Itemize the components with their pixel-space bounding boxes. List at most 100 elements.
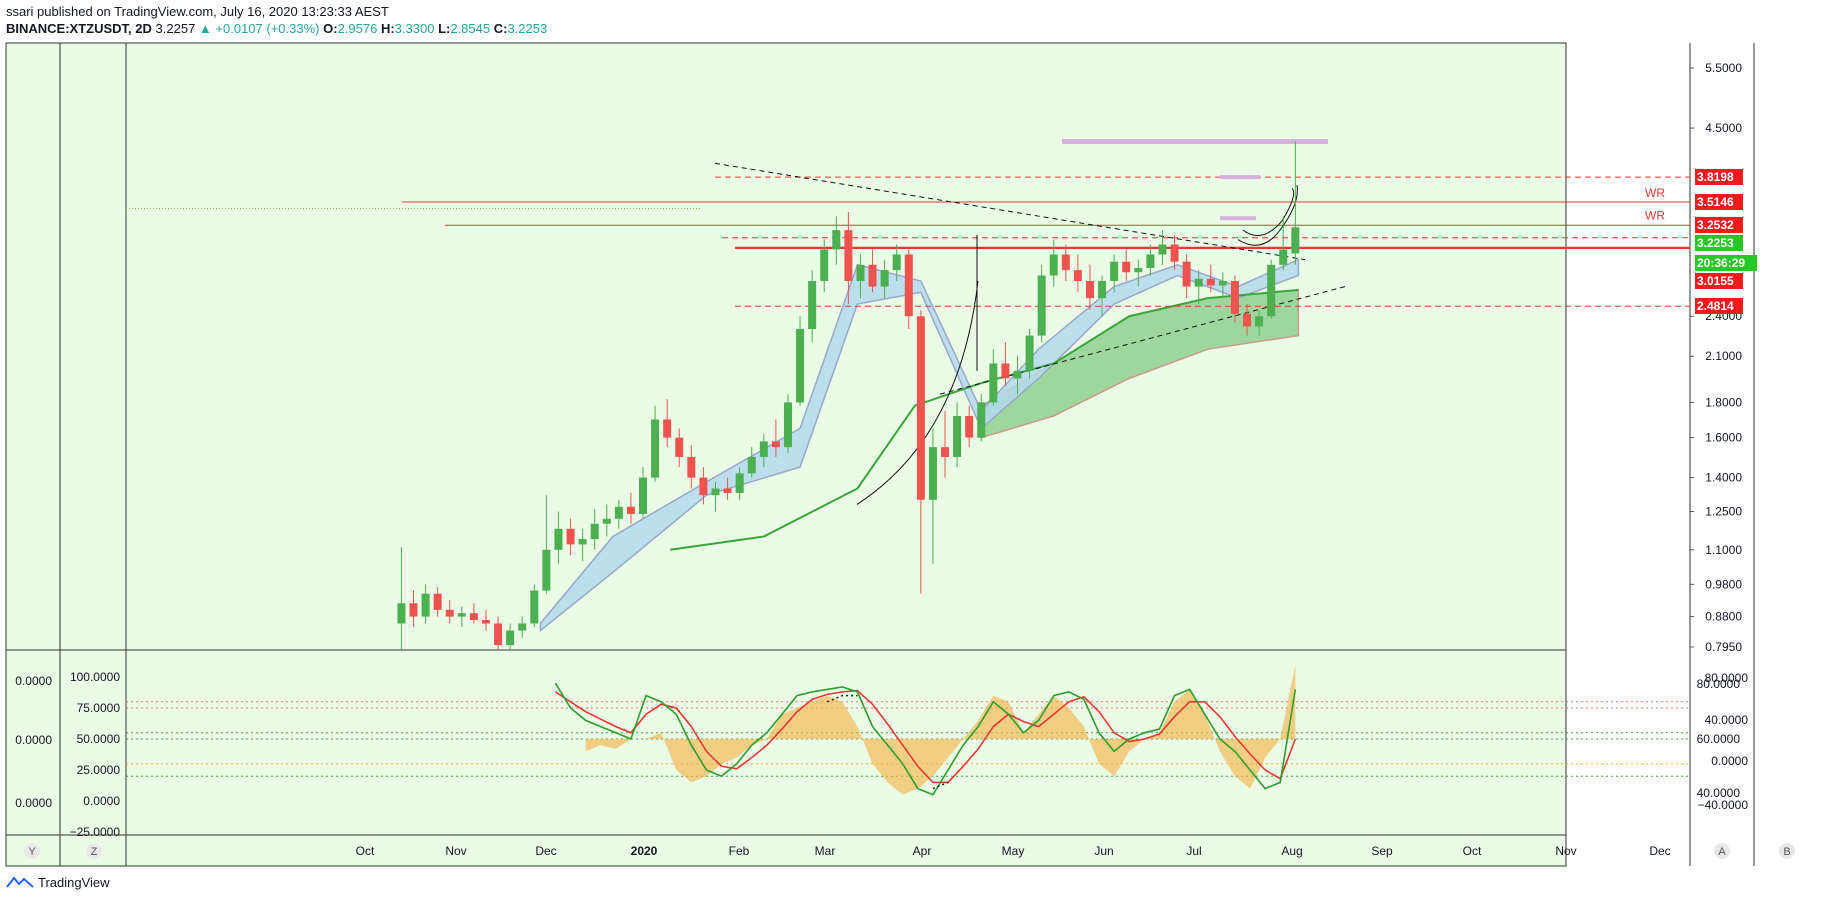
time-tick-2: Dec bbox=[535, 844, 556, 858]
osc-outer-left-tick-0: 0.0000 bbox=[15, 674, 52, 688]
price-tick-4: 1.8000 bbox=[1705, 395, 1742, 409]
scale-button-0[interactable]: Y bbox=[28, 846, 36, 858]
osc-right-tick-2: 0.0000 bbox=[1711, 754, 1748, 768]
curve-support bbox=[856, 280, 979, 505]
open-label: O: bbox=[323, 21, 338, 36]
candle-body-0 bbox=[397, 603, 406, 624]
candle-body-62 bbox=[1146, 254, 1155, 268]
candle-body-49 bbox=[989, 363, 998, 403]
price-tick-6: 1.4000 bbox=[1705, 471, 1742, 485]
scale-button-3[interactable]: B bbox=[1783, 846, 1790, 858]
candle-body-51 bbox=[1013, 370, 1022, 379]
low-label: L: bbox=[438, 21, 451, 36]
candle-body-1 bbox=[409, 603, 418, 617]
candle-body-68 bbox=[1218, 280, 1227, 286]
candle-body-48 bbox=[977, 402, 986, 438]
price-label-bg-6 bbox=[1695, 298, 1743, 314]
candle-body-31 bbox=[771, 441, 780, 448]
high-value: 3.3300 bbox=[394, 21, 435, 36]
ma-long-line bbox=[670, 288, 1299, 551]
time-tick-4: Feb bbox=[729, 844, 750, 858]
price-label-0: 3.8198 bbox=[1697, 170, 1734, 184]
candle-body-69 bbox=[1230, 280, 1239, 314]
candle-body-54 bbox=[1049, 254, 1058, 276]
oscillator-pane bbox=[126, 664, 1690, 796]
candle-body-11 bbox=[530, 590, 539, 624]
time-tick-0: Oct bbox=[356, 844, 375, 858]
candle-body-61 bbox=[1134, 267, 1143, 273]
scale-button-bg-3 bbox=[1779, 843, 1795, 859]
candle-body-74 bbox=[1291, 227, 1300, 254]
candle-body-41 bbox=[892, 254, 901, 271]
candle-body-73 bbox=[1279, 249, 1288, 265]
osc-d-line bbox=[555, 689, 1297, 784]
price-label-6: 2.4814 bbox=[1697, 299, 1734, 313]
candle-body-59 bbox=[1110, 261, 1119, 281]
scale-button-bg-1 bbox=[86, 843, 102, 859]
candle-body-33 bbox=[796, 328, 805, 403]
last-price: 3.2257 bbox=[155, 21, 196, 36]
trendline-lower bbox=[939, 286, 1346, 395]
candle-body-64 bbox=[1170, 244, 1179, 262]
price-tick-5: 1.6000 bbox=[1705, 431, 1742, 445]
candle-body-7 bbox=[481, 620, 490, 624]
candle-body-55 bbox=[1061, 254, 1070, 271]
candle-body-58 bbox=[1098, 280, 1107, 299]
open-value: 2.9576 bbox=[337, 21, 378, 36]
candle-body-5 bbox=[457, 613, 466, 617]
osc-left-tick-5: −25.0000 bbox=[70, 825, 121, 839]
tradingview-footer[interactable]: TradingView bbox=[6, 874, 110, 890]
time-tick-13: Nov bbox=[1555, 844, 1576, 858]
candle-body-67 bbox=[1206, 278, 1215, 286]
osc-outer-left-tick-2: 0.0000 bbox=[15, 796, 52, 810]
candle-body-4 bbox=[445, 609, 454, 617]
scale-button-1[interactable]: Z bbox=[91, 846, 98, 858]
osc-right-tick-3: −40.0000 bbox=[1698, 798, 1749, 812]
candle-body-46 bbox=[953, 415, 962, 457]
price-label-4: 20:36:29 bbox=[1697, 256, 1745, 270]
osc-right-tick-0: 80.0000 bbox=[1705, 671, 1749, 685]
candle-body-70 bbox=[1243, 313, 1252, 327]
candle-body-8 bbox=[494, 623, 503, 646]
price-tick-10: 0.8800 bbox=[1705, 610, 1742, 624]
price-label-bg-2 bbox=[1695, 217, 1743, 233]
candle-body-24 bbox=[687, 456, 696, 478]
candle-body-25 bbox=[699, 477, 708, 496]
time-tick-1: Nov bbox=[445, 844, 466, 858]
candle-body-21 bbox=[651, 419, 660, 478]
candle-body-12 bbox=[542, 549, 551, 591]
candle-body-35 bbox=[820, 249, 829, 281]
candle-body-63 bbox=[1158, 244, 1167, 255]
main-pane bbox=[126, 138, 1690, 650]
candle-body-53 bbox=[1037, 275, 1046, 336]
symbol-label[interactable]: BINANCE:XTZUSDT, 2D bbox=[6, 21, 152, 36]
candle-body-65 bbox=[1182, 261, 1191, 287]
osc-left-tick-0: 100.0000 bbox=[70, 670, 120, 684]
candle-body-50 bbox=[1001, 363, 1010, 379]
time-tick-6: Apr bbox=[913, 844, 932, 858]
candle-body-14 bbox=[566, 528, 575, 545]
chart-frame bbox=[5, 42, 1567, 867]
candle-body-17 bbox=[602, 518, 611, 524]
candle-body-40 bbox=[880, 270, 889, 287]
candle-body-30 bbox=[759, 441, 768, 457]
candle-body-27 bbox=[723, 488, 732, 493]
target-zone-small-2 bbox=[1220, 216, 1256, 221]
time-tick-12: Oct bbox=[1463, 844, 1482, 858]
candle-body-39 bbox=[868, 264, 877, 287]
candle-body-10 bbox=[518, 623, 527, 631]
scale-button-2[interactable]: A bbox=[1718, 846, 1726, 858]
trendline-upper bbox=[714, 162, 1306, 261]
price-tick-0: 5.5000 bbox=[1705, 61, 1742, 75]
projection-curve-2 bbox=[1242, 187, 1295, 237]
candle-body-9 bbox=[506, 630, 515, 646]
annotation-wr-1: WR bbox=[1645, 209, 1665, 223]
price-label-2: 3.2532 bbox=[1697, 218, 1734, 232]
time-tick-9: Jul bbox=[1186, 844, 1201, 858]
candle-body-6 bbox=[469, 613, 478, 621]
time-tick-10: Aug bbox=[1281, 844, 1302, 858]
candle-body-71 bbox=[1255, 316, 1264, 327]
price-tick-7: 1.2500 bbox=[1705, 505, 1742, 519]
price-tick-11: 0.7950 bbox=[1705, 640, 1742, 654]
